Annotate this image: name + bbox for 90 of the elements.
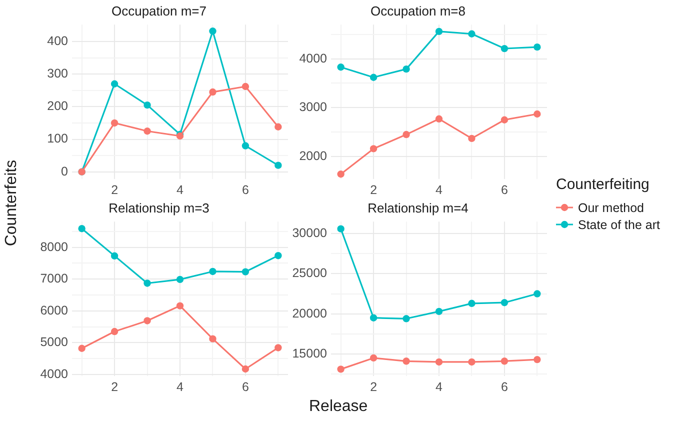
point [337, 170, 344, 178]
point [110, 119, 118, 127]
point [500, 44, 508, 52]
point [209, 268, 216, 276]
x-tick-label: 6 [500, 182, 508, 197]
y-tick-label: 400 [47, 34, 68, 48]
y-tick-label: 0 [61, 164, 68, 178]
point [370, 145, 378, 152]
y-tick-label: 100 [47, 132, 68, 146]
point [242, 142, 250, 150]
point [144, 280, 151, 287]
point [435, 308, 443, 316]
chart-title: Relationship m=3 [108, 200, 210, 216]
x-tick-label: 2 [370, 182, 378, 197]
x-tick-label: 2 [111, 380, 118, 394]
x-tick-label: 2 [370, 380, 378, 394]
point [274, 344, 282, 352]
point [337, 64, 344, 71]
point [402, 358, 410, 365]
y-axis-title: Counterfeits [3, 158, 21, 248]
point [274, 123, 282, 130]
point [500, 358, 508, 365]
point [337, 225, 344, 232]
y-tick-label: 20000 [292, 306, 328, 320]
y-tick-label: 2000 [299, 148, 328, 163]
point [468, 300, 476, 308]
point [209, 28, 216, 35]
point [402, 130, 410, 138]
point [242, 365, 250, 373]
point [209, 88, 216, 96]
y-tick-label: 4000 [299, 51, 328, 66]
point [110, 328, 118, 336]
y-tick-label: 200 [47, 99, 68, 114]
point [110, 252, 118, 260]
y-tick-label: 300 [47, 66, 68, 81]
point [242, 82, 250, 90]
x-tick-label: 4 [176, 182, 184, 197]
x-tick-label: 4 [436, 380, 443, 394]
point [370, 314, 378, 322]
point [144, 128, 151, 135]
point [468, 30, 476, 38]
y-tick-label: 8000 [40, 240, 68, 254]
point [176, 276, 184, 284]
point [435, 115, 443, 122]
point [534, 290, 541, 298]
point [242, 268, 250, 276]
point [209, 335, 216, 342]
point [144, 317, 151, 324]
y-tick-label: 4000 [40, 366, 68, 381]
point [78, 224, 86, 232]
point [534, 356, 541, 364]
y-tick-label: 30000 [292, 226, 328, 240]
chart-title: Relationship m=4 [368, 200, 468, 216]
chart-title: Occupation m=8 [370, 3, 466, 18]
x-tick-label: 4 [436, 182, 443, 197]
x-axis-title: Release [309, 398, 368, 416]
point [468, 358, 476, 366]
y-tick-label: 5000 [40, 335, 68, 350]
x-tick-label: 4 [176, 380, 184, 394]
x-tick-label: 6 [500, 380, 508, 394]
point [274, 162, 282, 169]
x-tick-label: 6 [242, 380, 249, 394]
point [110, 80, 118, 88]
point [337, 366, 344, 373]
point [534, 43, 541, 51]
y-tick-label: 7000 [40, 272, 68, 286]
y-tick-label: 3000 [299, 100, 328, 114]
legend-title: Counterfeiting [556, 176, 650, 193]
point [176, 302, 184, 310]
point [402, 315, 410, 322]
legend-label: Our method [578, 200, 644, 214]
point [468, 134, 476, 142]
y-tick-label: 15000 [292, 346, 328, 360]
y-tick-label: 6000 [40, 303, 68, 318]
x-tick-label: 6 [242, 182, 249, 197]
point [370, 74, 378, 81]
point [78, 344, 86, 352]
chart-title: Occupation m=7 [111, 3, 207, 18]
point [370, 354, 378, 362]
point [500, 116, 508, 124]
y-tick-label: 25000 [292, 266, 328, 280]
point [274, 252, 282, 260]
point [402, 65, 410, 73]
x-tick-label: 2 [111, 182, 118, 197]
point [435, 28, 443, 36]
point [144, 101, 151, 109]
point [534, 110, 541, 118]
legend-label: State of the art [578, 218, 660, 232]
point [435, 358, 443, 366]
point [500, 299, 508, 306]
